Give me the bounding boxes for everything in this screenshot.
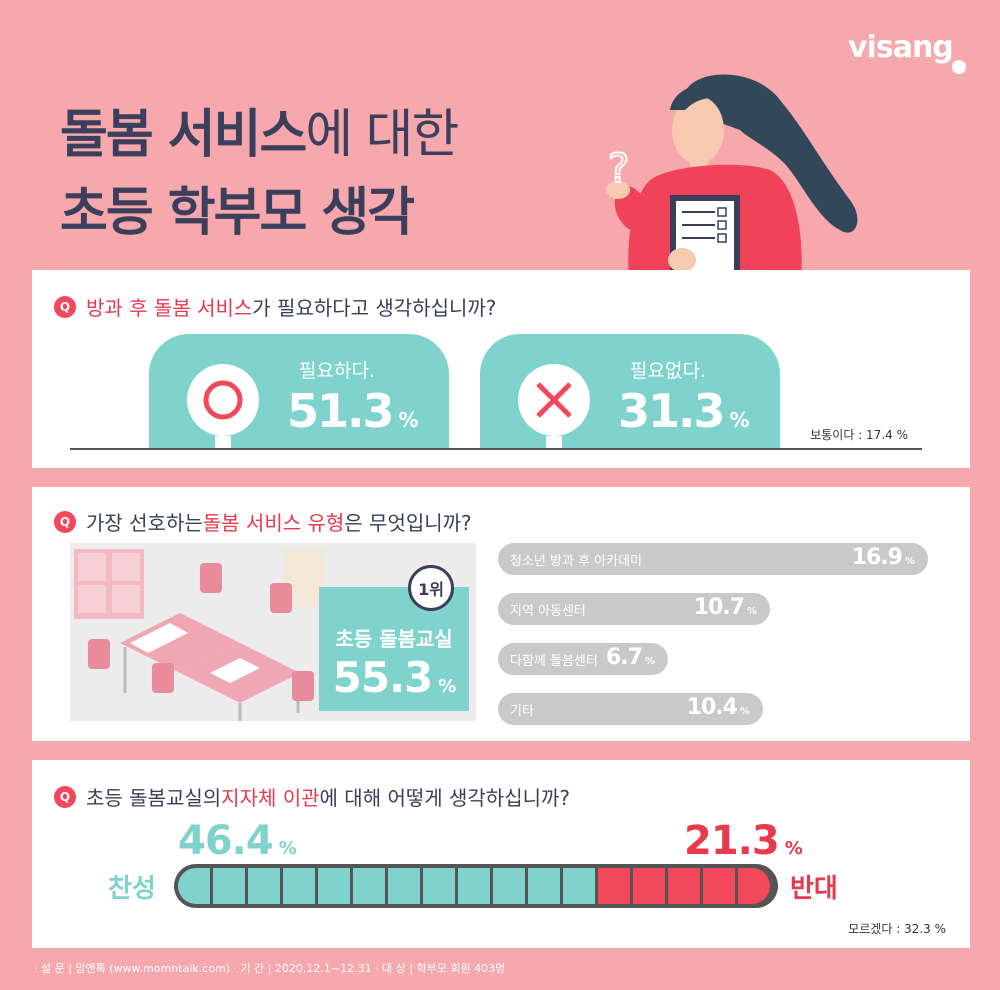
disagree-percent: 21.3%	[684, 818, 803, 864]
question-text: 가 필요하다고 생각하십니까?	[252, 296, 497, 320]
top-choice-value: 55.3	[332, 653, 434, 702]
title-line-1: 돌봄 서비스에 대한	[60, 92, 459, 167]
service-bar-label: 기타	[510, 704, 534, 719]
not-needed-label: 필요없다.	[630, 360, 706, 382]
survey-info: · 설 문 | 맘앤톡 (www.momntalk.com) · 기 간 | 2…	[34, 962, 506, 975]
question-text: 은 무엇입니까?	[344, 511, 472, 535]
baseline	[70, 448, 922, 450]
question-highlight: 돌봄 서비스 유형	[202, 511, 345, 535]
circle-o-icon	[187, 364, 259, 436]
question-highlight: 지자체 이관	[221, 786, 320, 810]
brand-logo: visang	[848, 30, 954, 65]
agree-segment	[423, 868, 455, 904]
disagree-segment	[598, 868, 630, 904]
question-text: 에 대해 어떻게 생각하십니까?	[319, 786, 571, 810]
title-bold: 돌봄 서비스	[60, 105, 307, 165]
agree-segment	[528, 868, 560, 904]
percent-unit: %	[398, 408, 419, 432]
sign-stick	[546, 436, 562, 449]
q-badge: Q	[54, 510, 76, 533]
agree-segment	[353, 868, 385, 904]
woman-illustration: ?	[606, 74, 858, 290]
agree-segment	[458, 868, 490, 904]
service-bar-label: 청소년 방과 후 아카데미	[510, 554, 642, 569]
question-highlight: 방과 후 돌봄 서비스	[86, 296, 253, 320]
question-2: Q 가장 선호하는 돌봄 서비스 유형 은 무엇입니까?	[54, 507, 472, 536]
agree-segment	[213, 868, 245, 904]
agree-segment	[388, 868, 420, 904]
service-bar-label: 지역 아동센터	[510, 604, 586, 619]
top-choice-percent: 55.3%	[319, 653, 469, 702]
disagree-segment	[668, 868, 700, 904]
neutral-note: 보통이다 : 17.4 %	[810, 428, 908, 442]
question-card-2: Q 가장 선호하는 돌봄 서비스 유형 은 무엇입니까? 1위 초등 돌봄교실 5…	[32, 487, 970, 741]
question-text-pre: 가장 선호하는	[86, 511, 203, 535]
needed-label: 필요하다.	[299, 360, 375, 382]
service-bar: 다함께 돌봄센터 6.7%	[498, 643, 668, 675]
question-card-3: Q 초등 돌봄교실의 지자체 이관 에 대해 어떻게 생각하십니까? 46.4% …	[32, 760, 970, 948]
unknown-note: 모르겠다 : 32.3 %	[848, 922, 946, 936]
percent-unit: %	[784, 838, 803, 859]
service-bar: 청소년 방과 후 아카데미 16.9%	[498, 543, 928, 575]
not-needed-percent: 31.3%	[618, 384, 750, 438]
agree-segment	[318, 868, 350, 904]
agree-value: 46.4	[178, 818, 274, 864]
disagree-segment	[633, 868, 665, 904]
rank-badge: 1위	[408, 565, 454, 611]
agree-segment	[248, 868, 280, 904]
disagree-segment	[703, 868, 735, 904]
title-light: 에 대한	[305, 105, 459, 165]
q-badge: Q	[54, 295, 76, 318]
title-line-2: 초등 학부모 생각	[60, 183, 415, 243]
agree-segment	[493, 868, 525, 904]
service-bar-value: 6.7%	[605, 645, 655, 670]
disagree-segment	[738, 868, 770, 904]
not-needed-value: 31.3	[618, 384, 725, 438]
q-badge: Q	[54, 785, 76, 808]
needed-sign: 필요하다. 51.3%	[149, 334, 449, 449]
service-bar: 기타 10.4%	[498, 693, 763, 725]
question-3: Q 초등 돌봄교실의 지자체 이관 에 대해 어떻게 생각하십니까?	[54, 782, 570, 811]
percent-unit: %	[278, 838, 297, 859]
needed-value: 51.3	[287, 384, 394, 438]
top-choice-label: 초등 돌봄교실	[335, 627, 453, 651]
percent-unit: %	[729, 408, 750, 432]
question-card-1: Q 방과 후 돌봄 서비스 가 필요하다고 생각하십니까? 필요하다. 51.3%…	[32, 270, 970, 468]
service-bar-value: 10.7%	[693, 595, 757, 620]
agree-segment	[563, 868, 595, 904]
disagree-value: 21.3	[684, 818, 780, 864]
question-text-pre: 초등 돌봄교실의	[86, 786, 222, 810]
agree-segment	[283, 868, 315, 904]
needed-percent: 51.3%	[287, 384, 419, 438]
logo-dot	[952, 60, 966, 74]
agree-percent: 46.4%	[178, 818, 297, 864]
question-1: Q 방과 후 돌봄 서비스 가 필요하다고 생각하십니까?	[54, 292, 496, 321]
service-bar-value: 16.9%	[851, 545, 915, 570]
opinion-bar	[174, 864, 778, 908]
top-choice-box: 1위 초등 돌봄교실 55.3%	[319, 565, 469, 711]
agree-segment	[178, 868, 210, 904]
x-mark-icon	[518, 364, 590, 436]
not-needed-sign: 필요없다. 31.3%	[480, 334, 780, 449]
service-bar-label: 다함께 돌봄센터	[510, 654, 598, 669]
service-bar-value: 10.4%	[686, 695, 750, 720]
agree-word: 찬성	[108, 874, 156, 904]
service-bar: 지역 아동센터 10.7%	[498, 593, 770, 625]
svg-text:?: ?	[608, 146, 629, 192]
sign-stick	[215, 436, 231, 449]
percent-unit: %	[438, 676, 456, 697]
disagree-word: 반대	[790, 874, 838, 904]
